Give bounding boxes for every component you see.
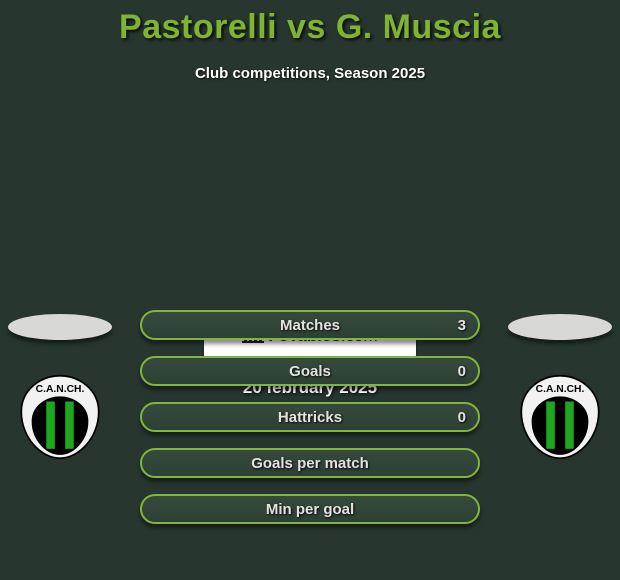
subtitle: Club competitions, Season 2025 <box>0 65 620 82</box>
stat-value-right: 0 <box>458 358 466 384</box>
stat-label: Matches <box>280 317 340 334</box>
page-title: Pastorelli vs G. Muscia <box>0 0 620 47</box>
stat-row-hattricks: Hattricks 0 <box>140 402 480 432</box>
stat-label: Goals <box>289 363 331 380</box>
stat-label: Hattricks <box>278 409 342 426</box>
player-left-avatar <box>8 314 112 340</box>
club-badge-left: C.A.N.CH. <box>17 374 103 460</box>
stat-row-min-per-goal: Min per goal <box>140 494 480 524</box>
stat-value-right: 3 <box>458 312 466 338</box>
stat-label: Min per goal <box>266 501 354 518</box>
stat-value-right: 0 <box>458 404 466 430</box>
stat-bars: Matches 3 Goals 0 Hattricks 0 Goals per … <box>140 310 480 540</box>
comparison-stage: C.A.N.CH. C.A.N.CH. Matches 3 Goals 0 <box>0 314 620 398</box>
player-right-avatar <box>508 314 612 340</box>
svg-text:C.A.N.CH.: C.A.N.CH. <box>536 384 585 395</box>
stat-label: Goals per match <box>251 455 369 472</box>
club-badge-right: C.A.N.CH. <box>517 374 603 460</box>
stat-row-goals-per-match: Goals per match <box>140 448 480 478</box>
svg-text:C.A.N.CH.: C.A.N.CH. <box>36 384 85 395</box>
stat-row-matches: Matches 3 <box>140 310 480 340</box>
stat-row-goals: Goals 0 <box>140 356 480 386</box>
